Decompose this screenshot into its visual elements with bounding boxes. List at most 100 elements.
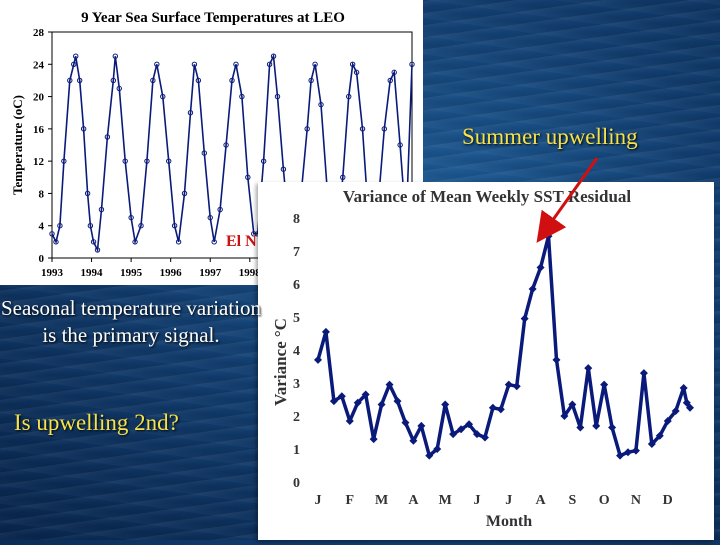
variance-data-point [329,397,338,406]
sst-data-point [144,158,150,164]
upwelling-question: Is upwelling 2nd? [14,410,179,435]
variance-x-tick-label: M [375,493,388,508]
variance-data-point [671,407,680,416]
variance-data-point [361,390,370,399]
sst-data-point [84,190,91,197]
sst-data-point [353,69,360,76]
variance-x-tick-label: O [599,493,610,508]
sst-data-point [166,158,172,164]
sst-series-line [51,53,413,253]
sst-x-tick-label: 1998 [239,267,262,279]
variance-data-point [584,364,593,373]
variance-data-point [647,440,656,449]
variance-y-tick-label: 8 [293,212,300,227]
variance-data-point [465,420,474,429]
sst-chart: 9 Year Sea Surface Temperatures at LEO T… [10,10,415,279]
variance-data-point [592,421,601,430]
sst-data-point [260,158,267,164]
sst-data-point [116,85,122,92]
sst-data-point [73,53,79,59]
sst-data-point [94,247,101,253]
variance-data-point [472,430,481,439]
variance-data-point [385,380,394,389]
sst-data-point [195,77,202,84]
sst-x-tick-label: 1996 [160,267,183,279]
sst-y-tick-label: 24 [33,59,45,71]
variance-y-tick-label: 6 [293,278,300,293]
sst-data-point [201,150,208,156]
sst-data-point [233,61,239,67]
variance-data-point [314,355,322,364]
sst-data-point [191,61,198,67]
sst-data-point [280,166,287,172]
variance-data-point [528,284,537,293]
variance-data-point [536,263,545,272]
sst-data-point [391,69,397,76]
variance-data-point [686,403,694,412]
variance-data-point [369,435,378,444]
variance-data-point [504,380,513,389]
variance-data-point [425,451,434,460]
variance-data-point [377,400,386,409]
sst-data-point [217,206,223,213]
sst-data-point [110,77,117,84]
sst-y-tick-label: 4 [39,221,45,233]
sst-plot-frame [51,31,413,259]
variance-x-tick-label: J [315,493,322,508]
seasonal-caption: Seasonal temperature variation is the pr… [0,296,262,347]
variance-x-tick-label: M [439,493,452,508]
variance-y-tick-label: 4 [293,344,300,359]
variance-x-tick-label: D [663,493,673,508]
sst-data-point [98,206,105,213]
variance-y-tick-label: 3 [293,377,300,392]
sst-data-point [187,110,194,116]
variance-data-point [480,433,489,442]
variance-y-tick-label: 5 [293,311,300,326]
variance-x-tick-label: N [631,493,641,508]
variance-x-tick-label: J [505,493,512,508]
sst-data-point [318,101,324,108]
variance-chart-title: Variance of Mean Weekly SST Residual [343,187,632,206]
variance-data-point [457,425,466,434]
variance-series-line [316,234,692,458]
variance-x-tick-label: A [408,493,419,508]
variance-data-point [417,421,426,430]
variance-data-point [449,430,458,439]
sst-y-axis-label: Temperature (oC) [10,95,25,195]
variance-data-point [552,355,561,364]
sst-data-point [171,223,178,229]
variance-data-point [616,451,625,460]
variance-chart: Variance of Mean Weekly SST Residual Var… [271,187,694,530]
sst-data-point [122,158,128,164]
sst-y-tick-label: 28 [33,27,45,39]
variance-chart-panel: Variance of Mean Weekly SST Residual Var… [258,182,714,540]
sst-data-point [359,126,366,132]
variance-x-tick-label: J [473,493,480,508]
sst-x-tick-label: 1995 [120,267,143,279]
sst-data-point [154,61,160,67]
variance-x-tick-label: F [346,493,355,508]
variance-data-point [345,416,354,425]
variance-data-point [337,392,346,401]
variance-data-point [544,232,553,241]
variance-y-tick-label: 0 [293,476,300,491]
variance-data-point [409,436,418,445]
sst-data-point [181,190,188,197]
sst-data-point [71,61,77,67]
sst-data-point [87,223,94,229]
sst-data-point [90,239,97,245]
variance-data-point [568,400,577,409]
sst-data-point [223,142,229,148]
el-nino-label: El N [226,233,257,250]
sst-x-tick-label: 1997 [199,267,222,279]
variance-data-point [631,446,640,455]
sst-data-point [270,53,277,59]
variance-data-point [488,403,497,412]
variance-data-point [682,398,691,407]
sst-x-tick-label: 1994 [81,267,104,279]
sst-data-point [229,77,235,84]
sst-data-point [239,93,245,100]
summer-upwelling-label: Summer upwelling [462,124,638,149]
sst-chart-title: 9 Year Sea Surface Temperatures at LEO [81,10,345,26]
variance-data-point [576,423,585,432]
